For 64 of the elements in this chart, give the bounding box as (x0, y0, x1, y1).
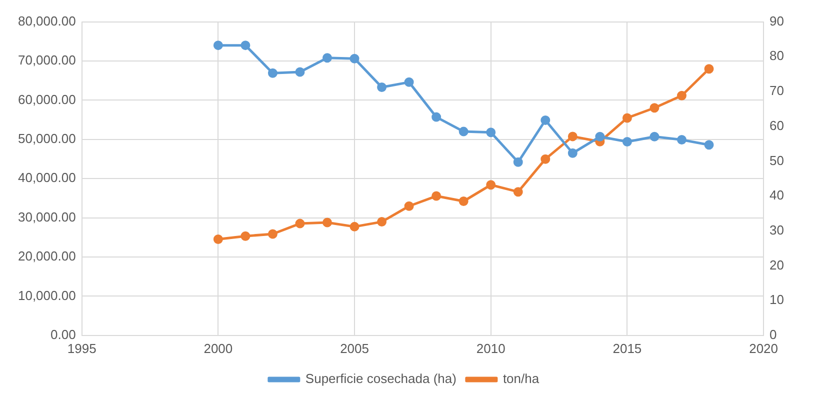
point (404, 77, 414, 87)
point (650, 132, 660, 142)
y2-tick-label: 20 (770, 257, 784, 272)
y2-tick-label: 40 (770, 188, 784, 203)
point (595, 132, 605, 142)
point (676, 135, 686, 145)
point (486, 180, 496, 190)
point (540, 115, 550, 125)
legend-label: ton/ha (502, 371, 540, 386)
point (458, 196, 468, 206)
y2-tick-label: 80 (770, 48, 784, 64)
y2-tick-label: 70 (770, 83, 784, 98)
point (377, 217, 387, 227)
point (268, 68, 278, 78)
point (322, 218, 332, 228)
x-tick-label: 2020 (749, 340, 778, 356)
point (377, 82, 387, 92)
y-tick-label: 0.00 (50, 326, 76, 342)
y-tick-label: 70,000.00 (18, 52, 76, 68)
x-tick-label: 1995 (67, 340, 96, 356)
point (568, 132, 578, 142)
point (350, 54, 360, 64)
y2-tick-label: 0 (770, 326, 777, 342)
y-tick-label: 80,000.00 (18, 13, 76, 28)
point (513, 187, 523, 197)
y2-tick-label: 60 (770, 118, 784, 133)
y-tick-label: 40,000.00 (18, 170, 76, 186)
point (404, 201, 414, 211)
point (704, 64, 714, 74)
legend-label: Superficie cosechada (ha) (305, 371, 456, 386)
y2-tick-label: 30 (770, 222, 784, 238)
y-tick-label: 10,000.00 (18, 288, 76, 303)
point (240, 40, 250, 50)
point (622, 113, 632, 123)
point (213, 234, 223, 244)
x-tick-label: 2015 (612, 340, 642, 356)
y-tick-label: 30,000.00 (18, 209, 76, 224)
y2-tick-label: 90 (770, 13, 784, 28)
point (322, 53, 332, 63)
point (432, 112, 442, 122)
y2-tick-label: 50 (770, 152, 784, 168)
y-tick-label: 20,000.00 (18, 248, 76, 264)
x-tick-label: 2000 (204, 340, 233, 356)
x-tick-label: 2010 (476, 340, 506, 356)
point (513, 157, 523, 167)
point (568, 148, 578, 158)
point (486, 128, 496, 138)
point (350, 222, 360, 232)
point (676, 90, 686, 100)
y-tick-label: 60,000.00 (18, 92, 76, 107)
y2-tick-label: 10 (770, 292, 784, 308)
x-tick-label: 2005 (340, 340, 369, 356)
point (540, 154, 550, 164)
point (622, 137, 632, 146)
point (432, 191, 442, 201)
point (295, 218, 305, 228)
point (458, 126, 468, 136)
point (213, 40, 223, 50)
point (295, 67, 305, 77)
point (650, 103, 660, 113)
point (268, 229, 278, 239)
point (240, 231, 250, 241)
y-tick-label: 50,000.00 (18, 130, 76, 146)
point (704, 140, 714, 150)
